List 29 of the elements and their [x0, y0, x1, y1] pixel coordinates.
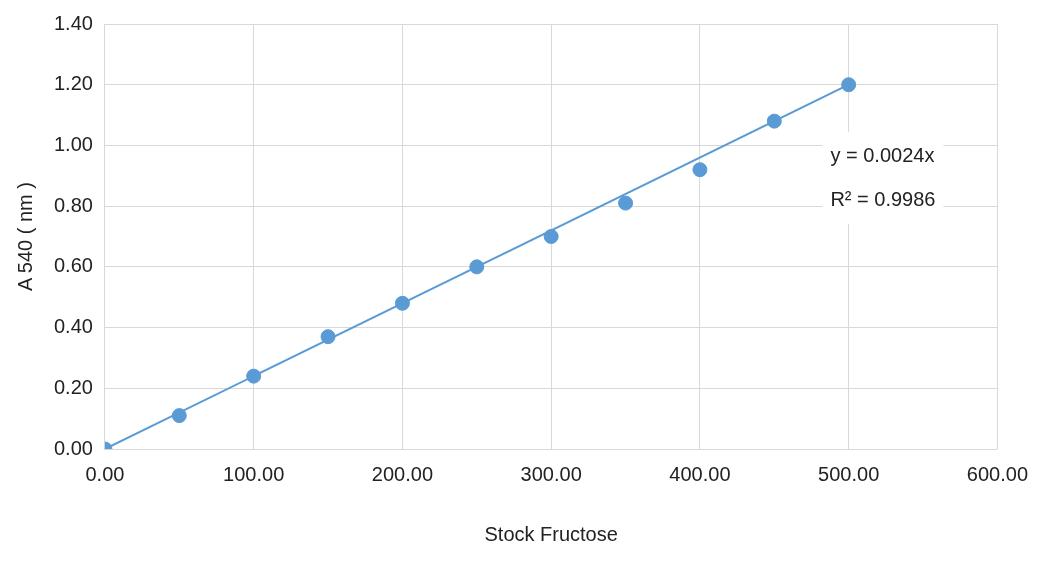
y-tick-label: 1.40 — [53, 11, 93, 34]
point — [469, 259, 485, 275]
point — [618, 195, 634, 211]
y-tick-label: 1.00 — [53, 132, 93, 155]
x-tick-label: 500.00 — [818, 462, 880, 485]
y-tick-label: 1.20 — [53, 72, 93, 95]
x-tick-label: 600.00 — [966, 462, 1028, 485]
y-tick-label: 0.20 — [53, 375, 93, 398]
x-tick-label: 400.00 — [669, 462, 731, 485]
annotation: y = 0.0024x — [830, 143, 935, 166]
y-axis-title: A 540 ( nm ) — [13, 182, 36, 291]
y-tick-label: 0.00 — [53, 436, 93, 459]
x-tick-label: 200.00 — [371, 462, 434, 485]
point — [692, 162, 708, 178]
point — [841, 77, 857, 93]
point — [320, 329, 336, 345]
x-tick-label: 100.00 — [223, 462, 285, 485]
point — [394, 295, 410, 311]
y-tick-label: 0.60 — [53, 254, 93, 277]
x-tick-label: 0.00 — [85, 462, 125, 485]
annotation: R² = 0.9986 — [830, 187, 936, 210]
y-tick-label: 0.40 — [53, 315, 93, 338]
x-axis-title: Stock Fructose — [484, 522, 618, 545]
y-tick-label: 0.80 — [53, 193, 93, 216]
point — [543, 229, 559, 244]
point — [766, 113, 782, 129]
point — [171, 408, 187, 424]
x-tick-label: 300.00 — [520, 462, 582, 485]
point — [246, 368, 262, 384]
